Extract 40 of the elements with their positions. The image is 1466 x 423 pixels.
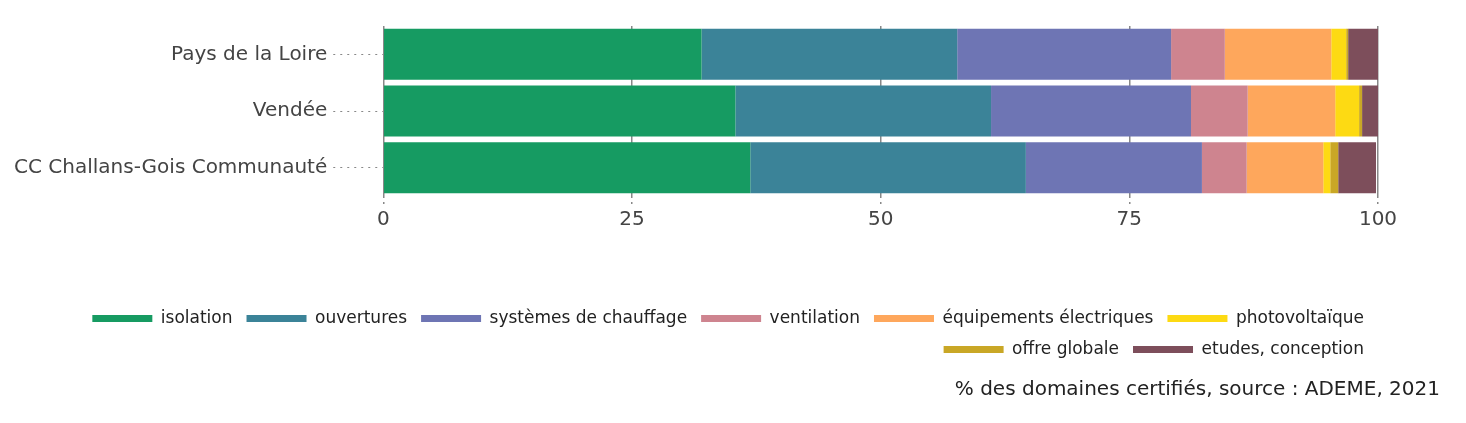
bar: [1362, 85, 1378, 137]
legend-label: offre globale: [1012, 337, 1120, 358]
bar: [991, 85, 1191, 137]
bar: [750, 142, 1026, 194]
legend-label: équipements électriques: [942, 306, 1154, 327]
legend-label: systèmes de chauffage: [489, 306, 688, 327]
bar: [1171, 28, 1225, 80]
bar: [1246, 142, 1324, 194]
bar: [957, 28, 1172, 80]
bar: [1330, 142, 1339, 194]
bar: [384, 28, 702, 80]
bar: [1348, 28, 1378, 80]
bar: [1190, 85, 1248, 137]
bar: [1025, 142, 1202, 194]
x-tick-label: 25: [619, 206, 645, 231]
legend-label: ventilation: [769, 306, 860, 327]
bar: [1331, 28, 1347, 80]
legend-label: photovoltaïque: [1235, 306, 1365, 327]
legend-label: etudes, conception: [1201, 337, 1364, 358]
bar: [1201, 142, 1247, 194]
x-tick-label: 100: [1358, 206, 1398, 231]
legend-label: isolation: [160, 306, 233, 327]
bar: [1338, 142, 1377, 194]
bar: [1323, 142, 1331, 194]
text: % des domaines certifiés, source : ADEME, 2021: [953, 376, 1440, 400]
bar: [1224, 28, 1332, 80]
y-tick-label: Vendée: [252, 97, 328, 122]
y-tick-label: Pays de la Loire: [171, 40, 328, 65]
bar: [1335, 85, 1360, 137]
x-tick-label: 0: [376, 206, 390, 231]
x-tick-label: 75: [1116, 206, 1143, 231]
legend-label: ouvertures: [315, 306, 408, 327]
bar: [1247, 85, 1336, 137]
bar: [701, 28, 958, 80]
bar: [384, 142, 751, 194]
bar: [1359, 85, 1363, 137]
x-tick-label: 50: [867, 206, 894, 231]
bar: [735, 85, 992, 137]
bar: [384, 85, 736, 137]
y-tick-label: CC Challans-Gois Communauté: [14, 153, 328, 178]
